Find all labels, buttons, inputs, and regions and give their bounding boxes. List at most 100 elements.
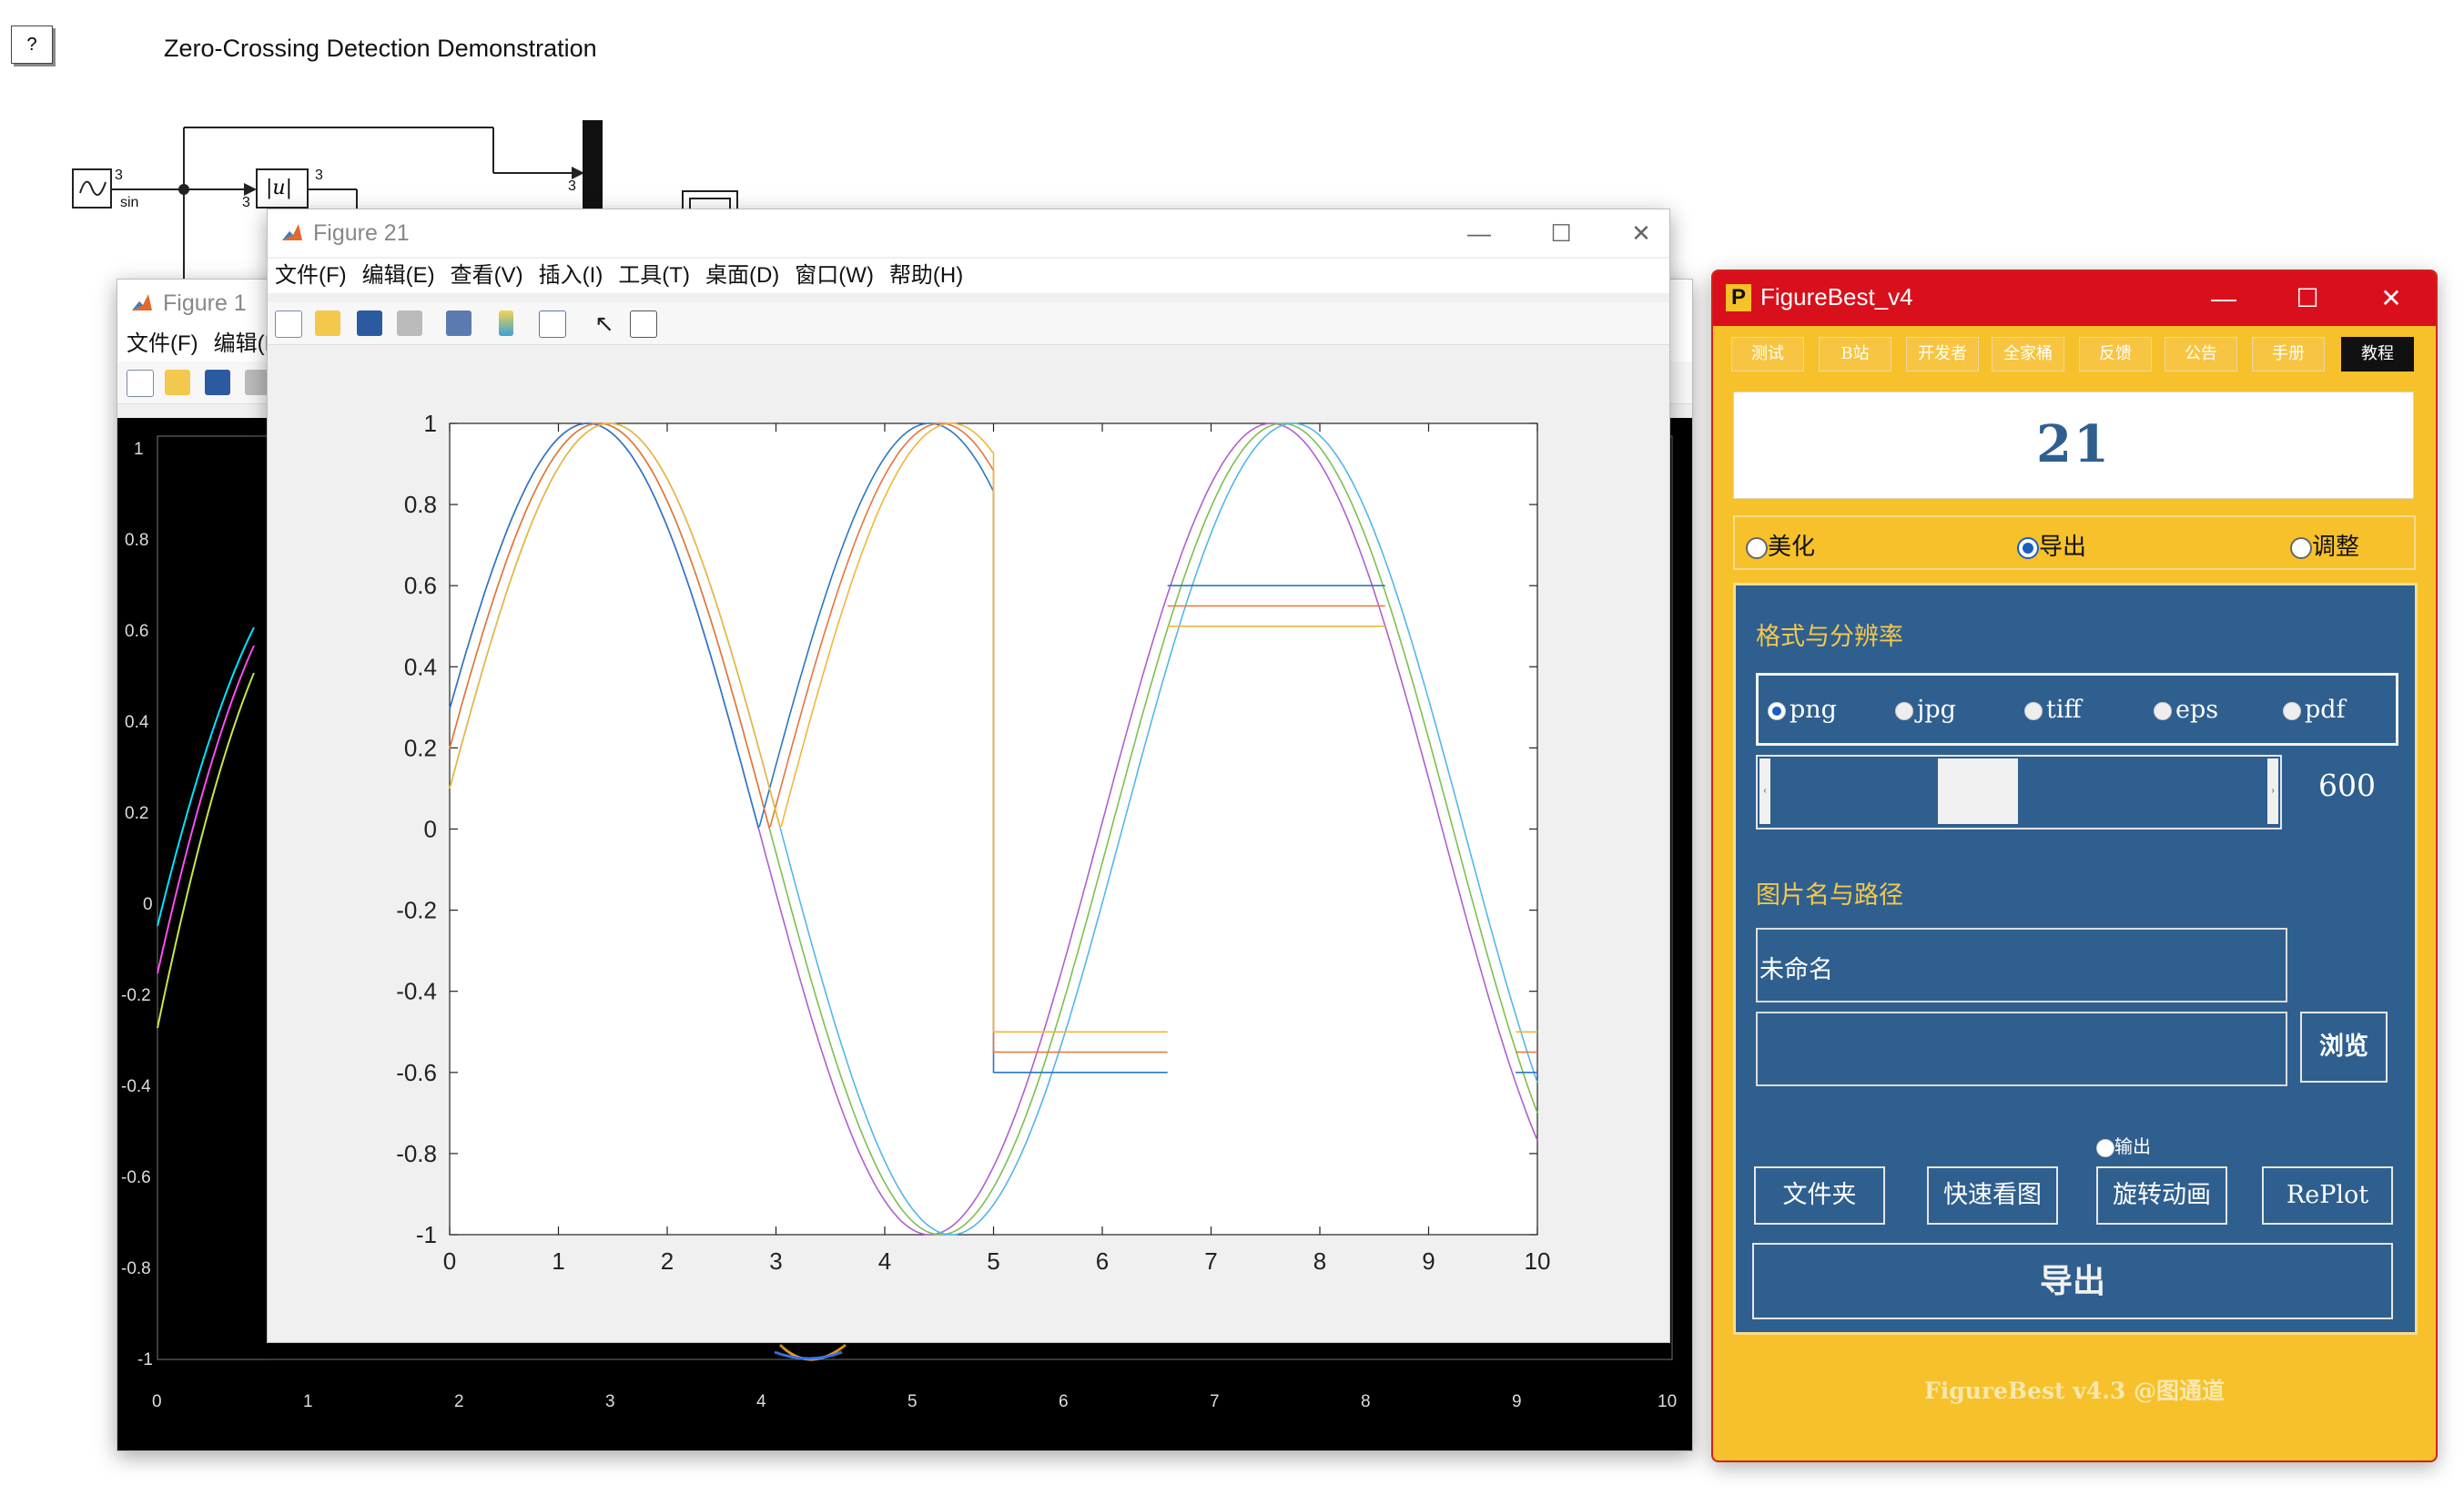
pointer-icon[interactable]: ↖ bbox=[594, 310, 614, 337]
radio-icon bbox=[1895, 701, 1913, 720]
menu-help[interactable]: 帮助(H) bbox=[888, 263, 964, 288]
series-line-5 bbox=[449, 422, 1537, 1053]
slider-left-arrow-icon[interactable]: ‹ bbox=[1759, 758, 1770, 824]
mode-export-radio[interactable]: 导出 bbox=[2017, 528, 2086, 562]
quick-view-button[interactable]: 快速看图 bbox=[1927, 1166, 2058, 1225]
radio-icon bbox=[2024, 701, 2043, 720]
tab-manual[interactable]: 手册 bbox=[2252, 337, 2325, 371]
slider-thumb[interactable] bbox=[1938, 758, 2018, 824]
output-radio[interactable]: 输出 bbox=[2096, 1132, 2151, 1158]
path-field[interactable] bbox=[1756, 1012, 2287, 1086]
colorbar-icon[interactable] bbox=[499, 310, 513, 336]
y-tick-label: -0.2 bbox=[396, 897, 437, 924]
figure-number-display[interactable]: 21 bbox=[1733, 392, 2414, 499]
new-figure-icon[interactable] bbox=[275, 310, 302, 338]
mux-block[interactable] bbox=[583, 120, 603, 229]
format-pdf-radio[interactable]: pdf bbox=[2283, 696, 2346, 724]
mode-beautify-radio[interactable]: 美化 bbox=[1746, 528, 1815, 562]
save-icon[interactable] bbox=[357, 310, 382, 336]
radio-selected-icon bbox=[2017, 537, 2039, 560]
tab-suite[interactable]: 全家桶 bbox=[1992, 337, 2064, 371]
radio-icon bbox=[2154, 701, 2172, 720]
figure1-series-cyan bbox=[157, 626, 255, 927]
mode-adjust-radio[interactable]: 调整 bbox=[2290, 528, 2359, 562]
rotate-animation-button[interactable]: 旋转动画 bbox=[2096, 1166, 2227, 1225]
browse-button[interactable]: 浏览 bbox=[2300, 1012, 2388, 1083]
sine-block-label: sin bbox=[120, 195, 139, 210]
figurebest-window[interactable]: P FigureBest_v4 — ☐ ✕ 测试 B站 开发者 全家桶 反馈 公… bbox=[1711, 270, 2438, 1462]
folder-button[interactable]: 文件夹 bbox=[1754, 1166, 1885, 1225]
port-label: 3 bbox=[115, 168, 123, 183]
figure1-ytick: -0.4 bbox=[121, 1077, 151, 1096]
series-line-4 bbox=[449, 422, 1537, 1074]
tab-announcement[interactable]: 公告 bbox=[2165, 337, 2237, 371]
y-tick-label: -0.4 bbox=[396, 978, 437, 1005]
property-editor-icon[interactable] bbox=[630, 310, 657, 338]
format-jpg-radio[interactable]: jpg bbox=[1895, 696, 1956, 724]
name-section-title: 图片名与路径 bbox=[1756, 881, 1903, 910]
figure21-window[interactable]: Figure 21 — ☐ ✕ 文件(F) 编辑(E) 查看(V) 插入(I) 工具(T… bbox=[267, 209, 1670, 1343]
x-tick-label: 1 bbox=[552, 1247, 564, 1275]
maximize-icon[interactable]: ☐ bbox=[1550, 219, 1572, 247]
format-jpg-label: jpg bbox=[1917, 696, 1956, 724]
y-tick-label: 1 bbox=[424, 410, 437, 437]
replot-button[interactable]: RePlot bbox=[2262, 1166, 2393, 1225]
mode-beautify-label: 美化 bbox=[1768, 533, 1816, 560]
close-icon[interactable]: ✕ bbox=[1631, 219, 1651, 247]
help-button[interactable]: ? bbox=[11, 25, 53, 64]
print-icon[interactable] bbox=[397, 310, 422, 336]
slider-right-arrow-icon[interactable]: › bbox=[2267, 758, 2278, 824]
figurebest-footer: FigureBest v4.3 @图通道 bbox=[1923, 1378, 2226, 1404]
figure21-plot[interactable]: 0 1 2 3 4 5 6 7 8 9 10 1 0.8 0.6 0.4 0.2 0 -0.2 -0.4 -0.6 -0… bbox=[268, 346, 1669, 1342]
save-icon[interactable] bbox=[205, 370, 230, 395]
simulink-diagram bbox=[72, 120, 738, 282]
menu-file[interactable]: 文件(F) bbox=[275, 263, 347, 288]
abs-block-label: |u| bbox=[266, 177, 292, 199]
new-figure-icon[interactable] bbox=[127, 370, 154, 397]
close-icon[interactable]: ✕ bbox=[2380, 284, 2402, 312]
print-icon[interactable] bbox=[245, 370, 270, 395]
tab-test[interactable]: 测试 bbox=[1731, 337, 1804, 371]
tab-bilibili[interactable]: B站 bbox=[1819, 337, 1891, 371]
maximize-icon[interactable]: ☐ bbox=[2296, 284, 2319, 312]
menu-desktop[interactable]: 桌面(D) bbox=[705, 263, 780, 288]
legend-icon[interactable] bbox=[539, 310, 566, 338]
mode-adjust-label: 调整 bbox=[2312, 533, 2360, 560]
x-tick-label: 4 bbox=[878, 1247, 891, 1275]
tab-developer[interactable]: 开发者 bbox=[1906, 337, 1979, 371]
open-file-icon[interactable] bbox=[315, 310, 340, 336]
menu-window[interactable]: 窗口(W) bbox=[795, 263, 874, 288]
figure1-title: Figure 1 bbox=[163, 290, 247, 316]
menu-file[interactable]: 文件(F) bbox=[127, 331, 198, 356]
figure21-toolbar: ↖ bbox=[268, 302, 1669, 345]
menu-edit[interactable]: 编辑(E) bbox=[361, 263, 435, 288]
tab-tutorial[interactable]: 教程 bbox=[2341, 337, 2414, 371]
open-file-icon[interactable] bbox=[165, 370, 190, 395]
port-label: 3 bbox=[315, 168, 323, 183]
format-pdf-label: pdf bbox=[2305, 696, 2346, 724]
figure1-ytick: 0.4 bbox=[125, 713, 149, 732]
x-tick-label: 2 bbox=[661, 1247, 674, 1275]
menu-insert[interactable]: 插入(I) bbox=[538, 263, 603, 288]
figurebest-title: FigureBest_v4 bbox=[1760, 283, 1913, 310]
figure1-xtick: 3 bbox=[605, 1392, 615, 1411]
filename-field[interactable]: 未命名 bbox=[1756, 928, 2287, 1002]
resolution-slider[interactable]: ‹ › bbox=[1756, 755, 2282, 829]
tab-feedback[interactable]: 反馈 bbox=[2079, 337, 2152, 371]
resolution-value: 600 bbox=[2318, 768, 2376, 803]
format-eps-radio[interactable]: eps bbox=[2154, 696, 2218, 724]
figurebest-titlebar[interactable]: P FigureBest_v4 — ☐ ✕ bbox=[1713, 271, 2436, 326]
format-tiff-radio[interactable]: tiff bbox=[2024, 696, 2082, 724]
matlab-logo-icon bbox=[282, 224, 302, 240]
minimize-icon[interactable]: — bbox=[2211, 284, 2236, 312]
x-tick-label: 0 bbox=[443, 1247, 456, 1275]
link-plot-icon[interactable] bbox=[446, 310, 472, 336]
minimize-icon[interactable]: — bbox=[1467, 219, 1491, 247]
figure21-titlebar[interactable]: Figure 21 — ☐ ✕ bbox=[268, 209, 1669, 257]
y-tick-label: -0.6 bbox=[396, 1059, 437, 1086]
format-png-radio[interactable]: png bbox=[1768, 696, 1837, 724]
export-button[interactable]: 导出 bbox=[1752, 1243, 2393, 1319]
menu-tools[interactable]: 工具(T) bbox=[618, 263, 690, 288]
menu-view[interactable]: 查看(V) bbox=[450, 263, 523, 288]
x-tick-label: 9 bbox=[1422, 1247, 1435, 1275]
